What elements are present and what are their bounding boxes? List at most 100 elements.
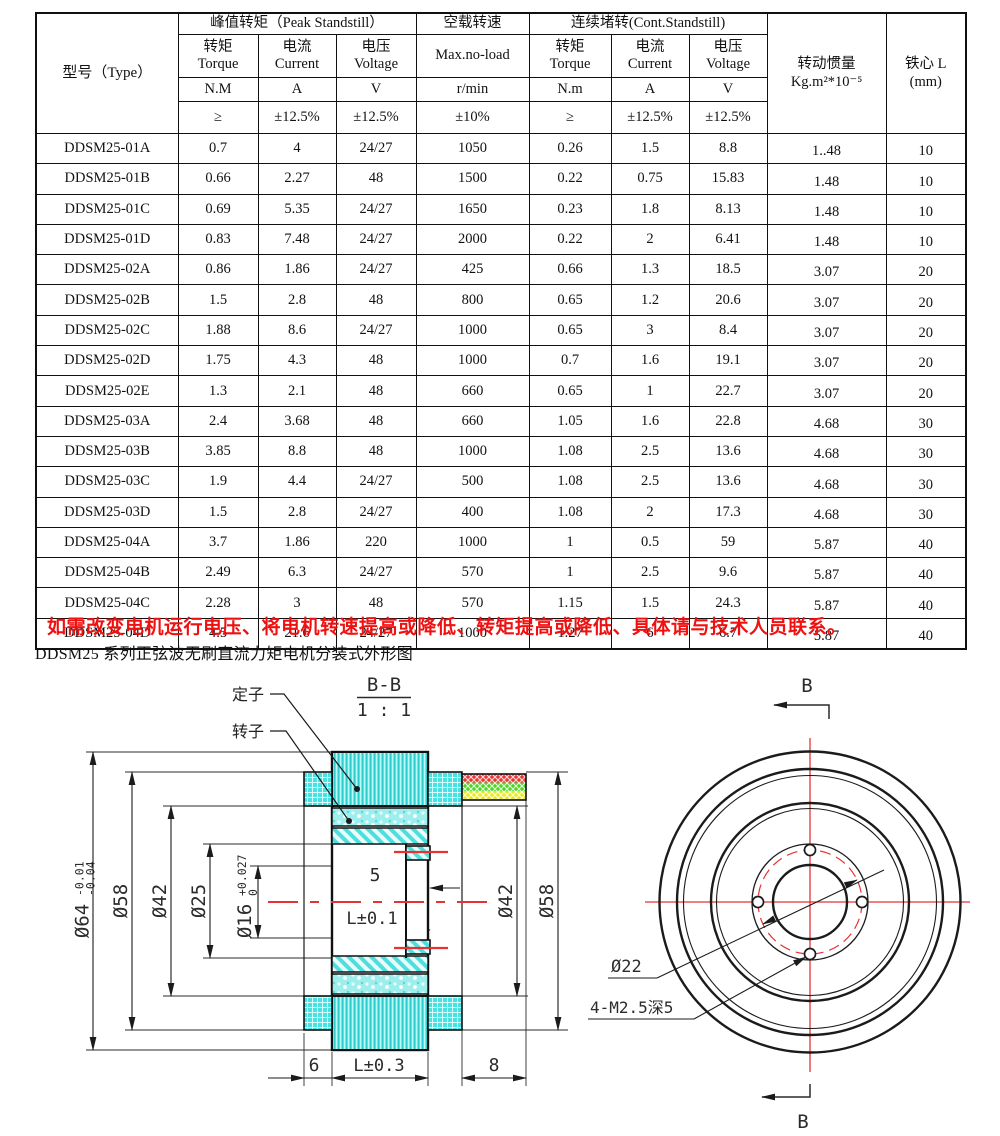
table-row: DDSM25-03C 1.9 4.4 24/27 500 1.08 2.5 13.6 4.68 3… [35,466,967,498]
value-cell: 4.4 [257,466,337,498]
value-cell: 22.8 [688,405,768,437]
value-cell: 1500 [415,163,530,195]
unit-peak-voltage: V [335,77,417,102]
value-cell: 6.3 [257,557,337,589]
rotor-magnet-top [331,827,429,845]
outline-drawing: Ø64 -0.01 -0.04 Ø58 Ø42 Ø25 Ø16 +0.027 0 [72,674,970,1133]
unit-cont-voltage: V [688,77,768,102]
value-cell: 10 [885,163,967,195]
dim-label-d22: Ø22 [611,957,642,977]
col-header-cont-voltage: 电压 Voltage [688,34,768,78]
section-title: B-B [367,674,401,696]
value-cell: 2.8 [257,496,337,528]
col-header-peak-torque: 转矩 Torque [177,34,259,78]
model-cell: DDSM25-02D [35,345,179,377]
value-cell: 3.68 [257,405,337,437]
value-cell: 0.65 [528,314,612,347]
value-cell: 1.15 [528,587,612,619]
value-cell: 4.68 [766,466,887,498]
value-cell: 0.22 [528,223,612,256]
unit-cont-torque: N.m [528,77,612,102]
col-group-peak: 峰值转矩（Peak Standstill） [177,12,417,35]
value-cell: 40 [885,526,967,559]
dim-label-8: 8 [489,1055,500,1076]
unit-cont-current: A [610,77,690,102]
winding-top-right [427,771,463,807]
value-cell: 1.88 [177,314,259,347]
value-cell: 1000 [415,435,530,468]
value-cell: 0.66 [177,163,259,195]
col-header-core: 铁心 L (mm) [885,12,967,134]
value-cell: 4.68 [766,405,887,437]
value-cell: 1.48 [766,193,887,225]
col-header-peak-voltage: 电压 Voltage [335,34,417,78]
dim-label-d58-right: Ø58 [536,884,558,918]
value-cell: 24/27 [335,223,417,256]
value-cell: 1.5 [610,587,690,619]
lead-wires [461,773,527,801]
value-cell: 0.22 [528,163,612,195]
value-cell: 48 [335,587,417,619]
table-row: DDSM25-01C 0.69 5.35 24/27 1650 0.23 1.8 8.13 1.… [35,193,967,225]
dim-label-6: 6 [309,1055,320,1076]
value-cell: 0.86 [177,254,259,286]
value-cell: 0.26 [528,132,612,165]
value-cell: 400 [415,496,530,528]
figure-caption: DDSM25 系列正弦波无刷直流力矩电机分装式外形图 [35,646,414,663]
tol-speed: ±10% [415,101,530,134]
value-cell: 3 [610,314,690,347]
cut-marker-bottom: B [797,1111,808,1133]
col-header-peak-current: 电流 Current [257,34,337,78]
value-cell: 1000 [415,617,530,650]
value-cell: 1050 [415,132,530,165]
tol-peak-torque: ≥ [177,101,259,134]
holes-label: 4-M2.5深5 [590,998,673,1017]
tol-cont-voltage: ±12.5% [688,101,768,134]
dim-label-d25: Ø25 [188,884,210,918]
value-cell: 59 [688,526,768,559]
tol-cont-current: ±12.5% [610,101,690,134]
value-cell: 1000 [415,314,530,347]
model-cell: DDSM25-01D [35,223,179,256]
dim-label-d64-tol-dn: -0.04 [84,861,98,896]
model-cell: DDSM25-03A [35,405,179,437]
value-cell: 2.5 [610,466,690,498]
warning-text: 如需改变电机运行电压、将电机转速提高或降低、转矩提高或降低、具体请与技术人员联系… [47,617,847,638]
value-cell: 24.3 [688,587,768,619]
mounting-holes [751,843,869,961]
dim-label-d58-left: Ø58 [110,884,132,918]
unit-speed: r/min [415,77,530,102]
value-cell: 570 [415,557,530,589]
value-cell: 6 [610,617,690,650]
table-row: DDSM25-02E 1.3 2.1 48 660 0.65 1 22.7 3.07 20 [35,375,967,407]
value-cell: 2.5 [610,435,690,468]
model-cell: DDSM25-03D [35,496,179,528]
value-cell: 1.6 [610,405,690,437]
rotor-band-bottom-speckle [331,973,429,995]
value-cell: 8.13 [688,193,768,225]
value-cell: 660 [415,405,530,437]
table-row: DDSM25-02A 0.86 1.86 24/27 425 0.66 1.3 18.5 3.0… [35,254,967,286]
value-cell: 800 [415,284,530,316]
value-cell: 1.08 [528,435,612,468]
value-cell: 1.48 [766,223,887,256]
value-cell: 2.4 [177,405,259,437]
model-cell: DDSM25-04C [35,587,179,619]
value-cell: 3.7 [177,526,259,559]
value-cell: 4.3 [257,345,337,377]
value-cell: 2 [610,496,690,528]
value-cell: 1.86 [257,526,337,559]
spec-table: 型号（Type） 峰值转矩（Peak Standstill） 空载转速 连续堵转… [35,12,968,651]
value-cell: 2.28 [177,587,259,619]
col-group-cont: 连续堵转(Cont.Standstill) [528,12,768,35]
value-cell: 2000 [415,223,530,256]
table-row: DDSM25-01D 0.83 7.48 24/27 2000 0.22 2 6.41 1.48… [35,223,967,256]
stator-lamination-top [331,751,429,807]
value-cell: 7.48 [257,223,337,256]
value-cell: 3.07 [766,314,887,347]
value-cell: 48 [335,284,417,316]
inertia-unit: Kg.m²*10⁻⁵ [790,73,863,90]
value-cell: 0.66 [528,254,612,286]
value-cell: 40 [885,587,967,619]
